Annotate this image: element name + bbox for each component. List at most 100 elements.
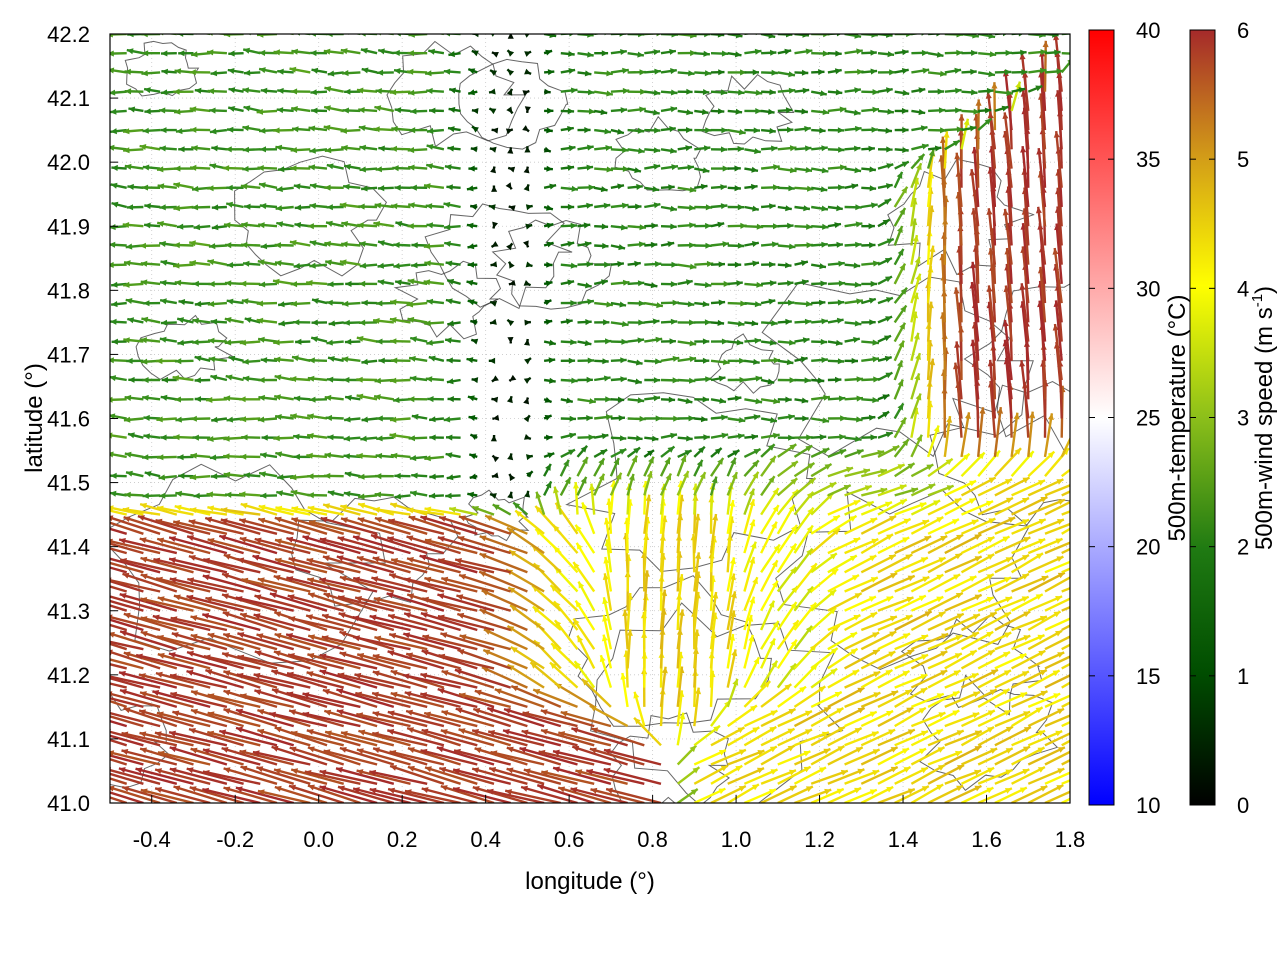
wind-arrow-head [971, 89, 978, 96]
wind-arrow-head [1004, 710, 1011, 716]
wind-arrow-head [971, 673, 979, 679]
wind-arrow-shaft [239, 536, 295, 555]
wind-arrow-head [341, 221, 349, 227]
wind-arrow-head [857, 68, 864, 75]
wind-arrow-head [856, 449, 864, 456]
wind-arrow-shaft [1055, 223, 1063, 285]
wind-arrow-head [604, 128, 611, 135]
wind-arrow-head [580, 476, 587, 484]
wind-arrow-head [838, 395, 846, 402]
wind-arrow-head [601, 279, 608, 286]
wind-arrow-head [940, 536, 948, 542]
wind-arrow-head [1003, 652, 1010, 658]
wind-arrow-head [945, 458, 953, 465]
wind-arrow-head [872, 649, 880, 656]
wind-arrow-head [471, 338, 479, 345]
wind-arrow-head [984, 107, 992, 114]
wind-arrow-head [714, 448, 722, 455]
wind-arrow-shaft [1005, 247, 1013, 304]
wind-arrow-shaft [536, 784, 595, 803]
wind-arrow-head [941, 633, 949, 640]
wind-arrow-head [507, 147, 514, 154]
wind-arrow-shaft [481, 589, 528, 612]
wind-arrow-shaft [994, 447, 1022, 478]
wind-arrow-head [140, 502, 147, 509]
wind-arrow-head [638, 34, 645, 38]
wind-arrow-head [479, 609, 487, 615]
wind-arrow-shaft [406, 557, 461, 574]
wind-arrow-head [869, 242, 876, 249]
wind-arrow-head [223, 471, 231, 478]
wind-arrow-head [993, 450, 1000, 458]
wind-arrow-shaft [254, 650, 311, 670]
wind-arrow-shaft [302, 535, 361, 555]
wind-arrow-shaft [441, 577, 495, 593]
wind-arrow-head [692, 767, 700, 774]
wind-arrow-head [752, 69, 759, 76]
wind-arrow-head [57, 631, 64, 637]
wind-arrow-head [466, 185, 474, 192]
wind-arrow-head [361, 416, 369, 423]
wind-arrow-shaft [987, 301, 997, 361]
wind-arrow-head [175, 416, 182, 423]
wind-arrow-head [855, 204, 862, 211]
wind-arrow-head [142, 454, 149, 461]
wind-arrow-head [1005, 49, 1012, 56]
wind-arrow-head [806, 434, 813, 441]
wind-arrow-head [519, 746, 527, 753]
wind-arrow-head [453, 786, 460, 793]
wind-arrow-head [571, 377, 578, 384]
wind-arrow-head [192, 185, 199, 192]
wind-arrow-shaft [1060, 60, 1070, 74]
wind-arrow-head [157, 166, 164, 173]
wind-arrow-head [224, 317, 232, 323]
wind-arrow-shaft [404, 691, 461, 709]
wind-arrow-shaft [173, 785, 228, 803]
wind-arrow-shaft [927, 591, 964, 612]
wind-arrow-shaft [354, 673, 411, 689]
wind-arrow-head [818, 69, 825, 76]
wind-arrow-head [307, 746, 315, 753]
wind-arrow-shaft [369, 770, 428, 785]
wind-arrow-head [989, 689, 997, 696]
wind-arrow-head [376, 435, 383, 442]
wind-arrow-head [326, 163, 334, 170]
wind-arrow-head [420, 515, 428, 522]
wind-arrow-head [92, 416, 99, 422]
wind-arrow-shaft [221, 746, 278, 766]
wind-arrow-shaft [171, 632, 228, 651]
wind-arrow-head [661, 666, 668, 674]
wind-arrow-shaft [156, 711, 211, 728]
wind-arrow-head [750, 541, 757, 549]
wind-arrow-head [621, 338, 628, 345]
wind-arrow-head [307, 492, 314, 499]
wind-arrow-head [560, 710, 568, 717]
wind-arrow-head [110, 490, 117, 497]
wind-arrow-head [491, 127, 499, 134]
wind-arrow-head [173, 594, 181, 601]
wind-arrow-head [569, 432, 576, 439]
wind-arrow-head [337, 595, 345, 602]
wind-arrow-head [1074, 520, 1081, 526]
wind-arrow-head [720, 146, 728, 153]
wind-arrow-head [704, 319, 712, 326]
wind-arrow-head [719, 397, 726, 404]
wind-arrow-head [391, 126, 398, 133]
wind-arrow-head [802, 87, 810, 94]
wind-arrow-head [121, 749, 129, 755]
wind-arrow-shaft [1056, 90, 1063, 150]
wind-arrow-head [353, 635, 360, 642]
wind-arrow-shaft [205, 596, 261, 612]
wind-arrow-head [897, 379, 904, 387]
wind-arrow-shaft [188, 554, 244, 574]
wind-arrow-head [188, 519, 196, 526]
wind-arrow-shaft [503, 707, 562, 728]
wind-arrow-head [581, 502, 588, 510]
wind-arrow-head [491, 52, 499, 58]
wind-arrow-shaft [274, 538, 328, 555]
wind-arrow-head [356, 335, 364, 342]
wind-arrow-head [287, 594, 295, 601]
wind-arrow-head [254, 537, 262, 544]
wind-arrow-head [336, 688, 344, 695]
wind-arrow-shaft [955, 341, 963, 400]
